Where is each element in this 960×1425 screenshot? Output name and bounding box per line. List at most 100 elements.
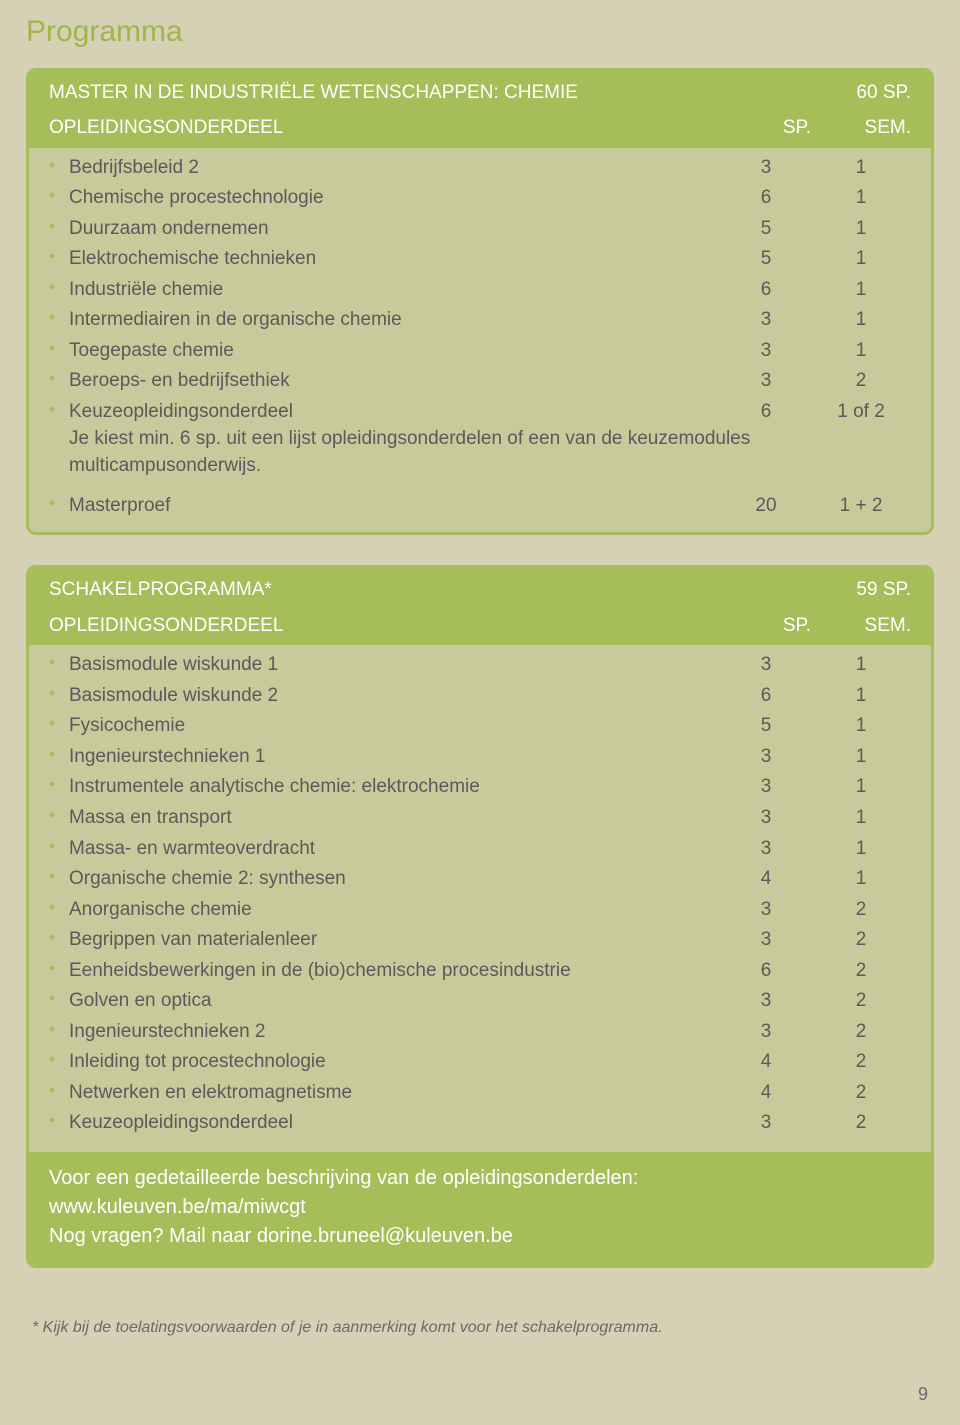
table1-header: MASTER IN DE INDUSTRIËLE WETENSCHAPPEN: … <box>29 71 931 113</box>
table-row: •Organische chemie 2: synthesen41 <box>29 865 931 896</box>
row-sp: 3 <box>721 651 811 679</box>
row-label: Duurzaam ondernemen <box>69 215 721 243</box>
row-sem: 1 <box>811 712 911 740</box>
row-sp: 3 <box>721 804 811 832</box>
bullet-icon: • <box>49 1109 69 1137</box>
table-row: •Elektrochemische technieken51 <box>29 245 931 276</box>
row-sem: 1 <box>811 215 911 243</box>
row-sp: 6 <box>721 957 811 985</box>
table2-subheader: OPLEIDINGSONDERDEEL SP. SEM. <box>29 610 931 646</box>
table-row: •Fysicochemie51 <box>29 712 931 743</box>
row-label: Beroeps- en bedrijfsethiek <box>69 367 721 395</box>
bullet-icon: • <box>49 245 69 273</box>
row-sem: 1 <box>811 337 911 365</box>
row-label: Industriële chemie <box>69 276 721 304</box>
row-sem: 1 <box>811 835 911 863</box>
page-title: Programma <box>26 0 934 68</box>
table-row: •Keuzeopleidingsonderdeel61 of 2 <box>29 398 931 429</box>
row-sp: 3 <box>721 835 811 863</box>
bullet-icon: • <box>49 492 69 520</box>
table-row: •Basismodule wiskunde 131 <box>29 651 931 682</box>
row-sp: 3 <box>721 773 811 801</box>
row-label: Toegepaste chemie <box>69 337 721 365</box>
bullet-icon: • <box>49 367 69 395</box>
bullet-icon: • <box>49 865 69 893</box>
row-sem: 1 <box>811 651 911 679</box>
bullet-icon: • <box>49 804 69 832</box>
row-sem: 1 <box>811 276 911 304</box>
table2-header: SCHAKELPROGRAMMA* 59 SP. <box>29 568 931 610</box>
table-row: • Masterproef 20 1 + 2 <box>29 492 931 523</box>
table1-total-sp: 60 SP. <box>856 79 911 107</box>
bullet-icon: • <box>49 1048 69 1076</box>
bullet-icon: • <box>49 712 69 740</box>
row-label: Intermediairen in de organische chemie <box>69 306 721 334</box>
table-row: •Massa- en warmteoverdracht31 <box>29 835 931 866</box>
table-row: •Massa en transport31 <box>29 804 931 835</box>
row-label: Instrumentele analytische chemie: elektr… <box>69 773 721 801</box>
table2-col-label: OPLEIDINGSONDERDEEL <box>49 612 721 640</box>
footer-email[interactable]: dorine.bruneel@kuleuven.be <box>257 1225 513 1247</box>
table1-last-row-wrap: • Masterproef 20 1 + 2 <box>29 492 931 523</box>
table1-rows: •Bedrijfsbeleid 231•Chemische procestech… <box>29 154 931 429</box>
table2-col-sem: SEM. <box>811 612 911 640</box>
row-sem: 2 <box>811 957 911 985</box>
row-label: Ingenieurstechnieken 2 <box>69 1018 721 1046</box>
row-label: Organische chemie 2: synthesen <box>69 865 721 893</box>
row-label: Anorganische chemie <box>69 896 721 924</box>
bullet-icon: • <box>49 743 69 771</box>
row-sem: 2 <box>811 1109 911 1137</box>
table-row: •Intermediairen in de organische chemie3… <box>29 306 931 337</box>
table1-note: Je kiest min. 6 sp. uit een lijst opleid… <box>29 425 931 486</box>
table-row: •Ingenieurstechnieken 131 <box>29 743 931 774</box>
row-label: Chemische procestechnologie <box>69 184 721 212</box>
bullet-icon: • <box>49 1079 69 1107</box>
table2-total-sp: 59 SP. <box>856 576 911 604</box>
row-sp: 3 <box>721 337 811 365</box>
row-label: Basismodule wiskunde 2 <box>69 682 721 710</box>
row-sp: 3 <box>721 926 811 954</box>
row-sp: 3 <box>721 367 811 395</box>
bullet-icon: • <box>49 306 69 334</box>
footer-link[interactable]: www.kuleuven.be/ma/miwcgt <box>49 1193 911 1222</box>
table2-col-sp: SP. <box>721 612 811 640</box>
table-row: •Chemische procestechnologie61 <box>29 184 931 215</box>
row-sem: 1 <box>811 306 911 334</box>
footnote: * Kijk bij de toelatingsvoorwaarden of j… <box>26 1316 934 1339</box>
row-sem: 1 + 2 <box>811 492 911 520</box>
table-row: •Ingenieurstechnieken 232 <box>29 1018 931 1049</box>
table1-col-sp: SP. <box>721 114 811 142</box>
row-label: Eenheidsbewerkingen in de (bio)chemische… <box>69 957 721 985</box>
row-sp: 20 <box>721 492 811 520</box>
schakel-program-card: SCHAKELPROGRAMMA* 59 SP. OPLEIDINGSONDER… <box>26 565 934 1268</box>
master-program-card: MASTER IN DE INDUSTRIËLE WETENSCHAPPEN: … <box>26 68 934 536</box>
row-sem: 1 <box>811 865 911 893</box>
row-sp: 4 <box>721 1079 811 1107</box>
row-sem: 1 <box>811 682 911 710</box>
table-row: •Inleiding tot procestechnologie42 <box>29 1048 931 1079</box>
bullet-icon: • <box>49 987 69 1015</box>
row-label: Netwerken en elektromagnetisme <box>69 1079 721 1107</box>
info-footer: Voor een gedetailleerde beschrijving van… <box>29 1152 931 1265</box>
row-sem: 1 of 2 <box>811 398 911 426</box>
table-row: •Eenheidsbewerkingen in de (bio)chemisch… <box>29 957 931 988</box>
row-sp: 6 <box>721 276 811 304</box>
row-label: Ingenieurstechnieken 1 <box>69 743 721 771</box>
row-label: Fysicochemie <box>69 712 721 740</box>
row-sp: 6 <box>721 682 811 710</box>
row-sem: 2 <box>811 1048 911 1076</box>
bullet-icon: • <box>49 835 69 863</box>
row-sem: 1 <box>811 773 911 801</box>
bullet-icon: • <box>49 682 69 710</box>
table-row: •Golven en optica32 <box>29 987 931 1018</box>
row-sem: 2 <box>811 367 911 395</box>
row-sem: 2 <box>811 1018 911 1046</box>
row-sp: 3 <box>721 743 811 771</box>
row-sp: 6 <box>721 184 811 212</box>
row-sp: 3 <box>721 154 811 182</box>
row-sem: 2 <box>811 926 911 954</box>
bullet-icon: • <box>49 896 69 924</box>
row-sem: 1 <box>811 743 911 771</box>
footer-line3a: Nog vragen? Mail naar <box>49 1225 257 1247</box>
row-sp: 3 <box>721 1018 811 1046</box>
